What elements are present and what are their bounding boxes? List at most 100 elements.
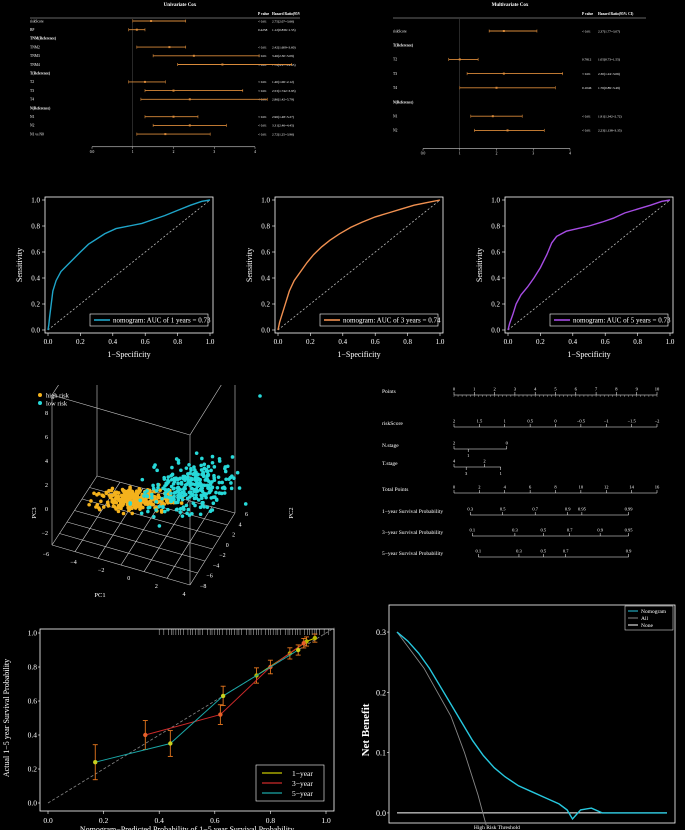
nomogram-tick-label: 0.5: [527, 419, 533, 424]
forest-x-tick-label: 2: [496, 152, 498, 155]
pca-point-high-risk: [130, 491, 134, 495]
pca-point-low-risk: [230, 474, 234, 478]
pca-point-high-risk: [127, 508, 131, 512]
nomogram-tick-label: 0.99: [625, 507, 634, 512]
pca-point-low-risk: [161, 504, 165, 509]
roc-y-tick-label: 1.0: [491, 197, 500, 205]
roc-x-tick-label: 0.8: [173, 338, 182, 346]
dca-y-tick-label: 0.1: [376, 749, 386, 758]
pca-point-high-risk: [128, 485, 132, 490]
pca-point-low-risk: [216, 475, 221, 479]
forest-estimate: [135, 28, 138, 31]
pca-z-tick-label: 2: [232, 533, 235, 539]
roc-1-year: 0.0 0.0 0.2 0.2 0.4 0.4 0.6 0.6 0.8 0.8 1.0 1.0 1−Sp…: [15, 196, 215, 360]
nomogram-tick-label: 2: [453, 441, 455, 446]
calib-point: [143, 732, 148, 738]
calib-point: [301, 641, 306, 646]
nomogram-tick-label: 12: [604, 485, 609, 490]
pca-point-low-risk: [183, 486, 187, 491]
roc-x-tick-label: 0.0: [274, 338, 283, 346]
nomogram-tick-label: 0.7: [563, 549, 569, 554]
forest-row-hr: 2.86(1.42~5.79): [272, 98, 294, 102]
roc-legend-box: [549, 313, 669, 327]
pca-point-low-risk: [235, 470, 240, 475]
roc-y-tick-label: 0.6: [261, 249, 270, 257]
pca-point-low-risk: [190, 511, 194, 516]
calib-series-line: [145, 642, 305, 736]
roc-frame: [44, 196, 214, 334]
calib-x-tick-label: 1.0: [321, 816, 331, 825]
roc-frame: [274, 196, 444, 334]
dca-frame: [388, 604, 676, 824]
nomogram-tick-label: 0.9: [626, 549, 632, 554]
roc-y-tick-label: 0.2: [261, 301, 270, 309]
pca-point-low-risk: [198, 512, 203, 517]
forest-row-p: < 0.01: [258, 132, 267, 136]
pca-point-low-risk: [152, 515, 156, 519]
forest-row-label: N(Reference): [393, 100, 414, 104]
pca-point-low-risk: [189, 476, 194, 481]
roc-legend-box: [89, 313, 209, 327]
pca-x-tick-label: 2: [155, 584, 158, 590]
nomogram-tick-label: 0.3: [512, 528, 518, 533]
pca-point-low-risk: [243, 502, 248, 506]
nomogram-tick-label: −2: [655, 419, 660, 424]
pca-point-low-risk: [172, 494, 176, 499]
pca-point-low-risk: [205, 469, 210, 474]
pca-point-low-risk: [194, 451, 199, 455]
roc-y-tick-label: 0.8: [491, 223, 500, 231]
pca-point-low-risk: [196, 489, 200, 493]
nomogram-tick-label: 3: [465, 471, 468, 476]
pca-point-low-risk: [171, 487, 176, 491]
pca-point-low-risk: [179, 468, 183, 473]
forest-estimate: [502, 30, 505, 32]
pca-point-low-risk: [202, 466, 207, 471]
dca-legend-label: All: [641, 616, 649, 622]
roc-y-tick-label: 0.0: [31, 327, 40, 335]
pca-point-high-risk: [110, 499, 114, 504]
pca-y-tick-label: −2: [42, 531, 48, 537]
pca-point-high-risk: [105, 500, 110, 504]
pca-x-tick-label: −6: [43, 552, 49, 558]
nomogram-tick-label: 10: [579, 485, 584, 490]
roc-y-label: Sensitivity: [245, 248, 254, 282]
roc-y-tick-label: 0.4: [491, 275, 500, 283]
calib-y-tick-label: 0.8: [28, 663, 38, 672]
pca-point-low-risk: [160, 496, 164, 501]
forest-row-label: N2: [30, 124, 35, 128]
nomogram-tick-label: 14: [629, 485, 634, 490]
forest-row-hr: 2.75(2.07~3.66): [272, 19, 294, 23]
calib-y-tick-label: 0.4: [28, 731, 38, 740]
nomogram-tick-label: 10: [655, 387, 660, 392]
forest-row-hr: 2.37(1.77~3.07): [598, 29, 620, 33]
nomogram-tick-label: 0.5: [541, 549, 547, 554]
roc-x-tick-label: 0.0: [44, 338, 53, 346]
calib-y-tick-label: 0.6: [28, 697, 38, 706]
forest-row-hr: 2.96(1.48~5.27): [272, 115, 294, 119]
nomogram-tick-label: 4: [534, 387, 537, 392]
pca-point-low-risk: [150, 492, 154, 497]
pca-point-low-risk: [196, 477, 200, 482]
pca-point-low-risk: [185, 475, 190, 479]
roc-x-tick-label: 0.0: [504, 338, 513, 346]
roc-x-tick-label: 0.2: [536, 338, 545, 346]
nomogram-tick-label: 1: [500, 471, 502, 476]
nomogram-tick-label: −0.5: [577, 419, 586, 424]
nomogram-row-label: riskScore: [382, 421, 403, 427]
dca-y-tick-label: 0.3: [376, 628, 386, 637]
pca-point-low-risk: [176, 461, 181, 465]
calib-point: [218, 712, 223, 717]
forest-x-tick-label: 4: [569, 152, 571, 155]
calib-point: [93, 760, 98, 765]
forest-row-label: TNM(Reference): [30, 37, 57, 41]
dca-legend-label: Nomogram: [641, 609, 667, 615]
forest-estimate: [172, 115, 175, 118]
pca-z-tick-label: −4: [213, 563, 219, 569]
roc-curve: [277, 199, 441, 331]
pca-point-low-risk: [192, 496, 197, 501]
pca-point-low-risk: [166, 481, 170, 485]
forest-estimate: [150, 20, 153, 22]
forest-x-tick-label: 0.0: [421, 152, 426, 155]
dca-y-tick-label: 0.2: [376, 688, 386, 697]
roc-x-tick-label: 0.4: [568, 338, 577, 346]
